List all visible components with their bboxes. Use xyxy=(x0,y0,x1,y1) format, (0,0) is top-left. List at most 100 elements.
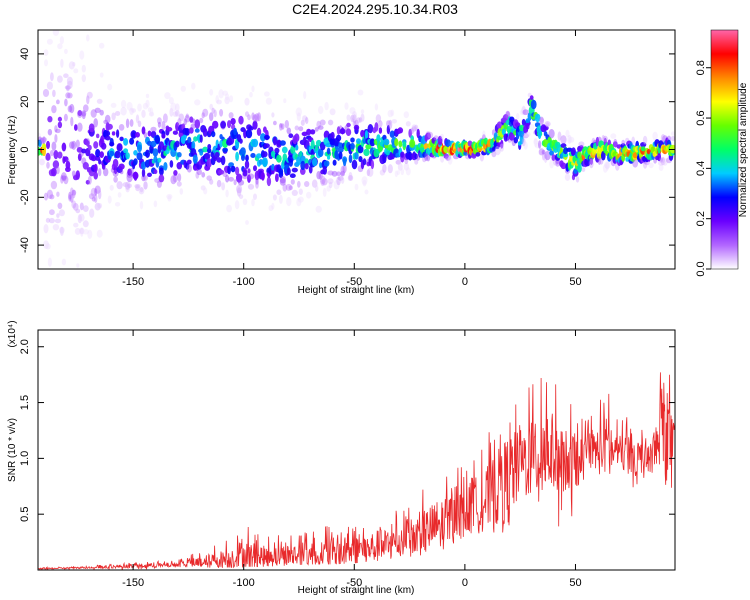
spectrogram-cell xyxy=(219,140,224,148)
spectrogram-cell xyxy=(319,162,323,169)
spectrogram-cell xyxy=(303,91,307,100)
spectrogram-cell xyxy=(289,173,296,178)
spectrogram-cell xyxy=(253,193,257,200)
spectrogram-cell xyxy=(201,112,205,119)
spectrogram-cell xyxy=(252,120,258,130)
spectrogram-cell xyxy=(240,147,246,156)
spectrogram-cell xyxy=(662,158,668,166)
spectrogram-cell xyxy=(405,121,411,127)
spectrogram-cell xyxy=(81,74,87,83)
spectrogram-cell xyxy=(271,112,275,118)
spectrogram-cell xyxy=(657,152,661,162)
spectrogram-cell xyxy=(179,188,184,195)
spectrogram-cell xyxy=(347,175,354,181)
colorbar-ticks: 0.0 0.2 0.4 0.6 0.8 xyxy=(695,60,711,277)
spectrogram-cell xyxy=(161,133,166,139)
spectrogram-cell xyxy=(523,141,528,150)
spectrogram-cell xyxy=(519,109,524,115)
spectrogram-cell xyxy=(73,68,79,74)
spectrogram-cell xyxy=(279,194,283,204)
spectrogram-cell xyxy=(88,193,95,200)
spectrogram-cell xyxy=(562,152,569,158)
spectrogram-cell xyxy=(67,92,73,99)
spectrogram-cell xyxy=(276,154,282,163)
spectrogram-cell xyxy=(416,128,420,139)
x-tick-label: 50 xyxy=(569,276,581,288)
spectrogram-cell xyxy=(411,124,417,132)
spectrogram-cell xyxy=(49,150,54,157)
spectrogram-cell xyxy=(185,162,190,170)
spectrogram-cell xyxy=(225,174,230,183)
spectrogram-cell xyxy=(67,105,73,113)
spectrogram-cell xyxy=(243,129,247,139)
spectrogram-cell xyxy=(141,109,146,118)
spectrogram-cell xyxy=(351,159,358,170)
spectrogram-cell xyxy=(320,179,325,187)
spectrogram-cell xyxy=(219,109,224,117)
spectrogram-cell xyxy=(337,176,344,181)
spectrogram-cell xyxy=(118,163,125,170)
snr-line-path xyxy=(38,372,675,570)
snr-x-ticks: -150 -100 -50 0 50 xyxy=(122,330,582,589)
spectrogram-cell xyxy=(74,227,81,235)
spectrogram-cell xyxy=(327,119,334,126)
spectrogram-cell xyxy=(43,49,49,56)
y-tick-label: -40 xyxy=(19,237,31,253)
spectrogram-cell xyxy=(125,184,130,191)
spectrogram-cell xyxy=(176,152,182,158)
spectrogram-cell xyxy=(621,139,625,146)
spectrogram-cell xyxy=(297,180,301,188)
spectrogram-cell xyxy=(248,126,254,131)
spectrogram-cell xyxy=(337,146,344,153)
spectrogram-cell xyxy=(242,198,248,206)
spectrogram-cell xyxy=(86,140,90,147)
spectrogram-cell xyxy=(333,180,340,190)
spectrogram-cell xyxy=(136,152,143,161)
spectrogram-cell xyxy=(87,229,93,239)
spectrogram-cell xyxy=(613,138,618,149)
spectrogram-cell xyxy=(326,185,331,192)
spectrogram-cell xyxy=(367,124,374,134)
spectrogram-cell xyxy=(159,167,164,176)
spectrogram-cell xyxy=(218,169,225,175)
spectrogram-cell xyxy=(571,147,576,157)
spectrogram-cell xyxy=(274,147,280,154)
spectrogram-cell xyxy=(352,120,357,127)
spectrogram-cell xyxy=(57,43,63,50)
spectrogram-cell xyxy=(73,203,79,211)
spectrogram-cell xyxy=(389,130,395,138)
spectrogram-cell xyxy=(46,161,50,169)
spectrogram-cell xyxy=(113,176,118,183)
spectrogram-cell xyxy=(247,114,251,121)
spectrogram-cell xyxy=(188,127,194,134)
spectrogram-cell xyxy=(644,160,650,166)
spectrogram-cell xyxy=(133,150,138,156)
spectrogram-cell xyxy=(72,189,76,199)
spectrogram-cell xyxy=(77,122,83,132)
spectrogram-cell xyxy=(130,130,137,139)
spectrogram-cell xyxy=(296,198,302,207)
spectrogram-cell xyxy=(85,180,90,185)
spectrogram-cell xyxy=(129,119,134,127)
spectrogram-cell xyxy=(403,162,410,171)
spectrogram-cell xyxy=(48,217,55,224)
snr-panel: -150 -100 -50 0 50 0.5 1.0 1.5 2.0 Height of st… xyxy=(7,320,676,596)
spectrogram-cell xyxy=(79,202,84,211)
spectrogram-cell xyxy=(233,179,237,186)
spectrogram-cell xyxy=(183,118,187,126)
spectrogram-cell xyxy=(139,201,144,210)
spectrogram-cell xyxy=(207,148,212,154)
spectrogram-cell xyxy=(71,189,77,196)
spectrogram-cell xyxy=(329,108,336,116)
spectrogram-cell xyxy=(544,121,551,127)
spectrogram-cell xyxy=(374,103,379,111)
spectrogram-cell xyxy=(187,136,192,144)
spectrogram-cell xyxy=(45,217,51,223)
spectrogram-cell xyxy=(264,91,270,97)
spectrogram-cell xyxy=(56,99,60,105)
spectrogram-cell xyxy=(260,133,266,142)
spectrogram-cell xyxy=(114,202,121,207)
spectrogram-cell xyxy=(233,127,238,136)
spectrogram-cell xyxy=(224,96,230,105)
spectrogram-cell xyxy=(64,48,68,55)
